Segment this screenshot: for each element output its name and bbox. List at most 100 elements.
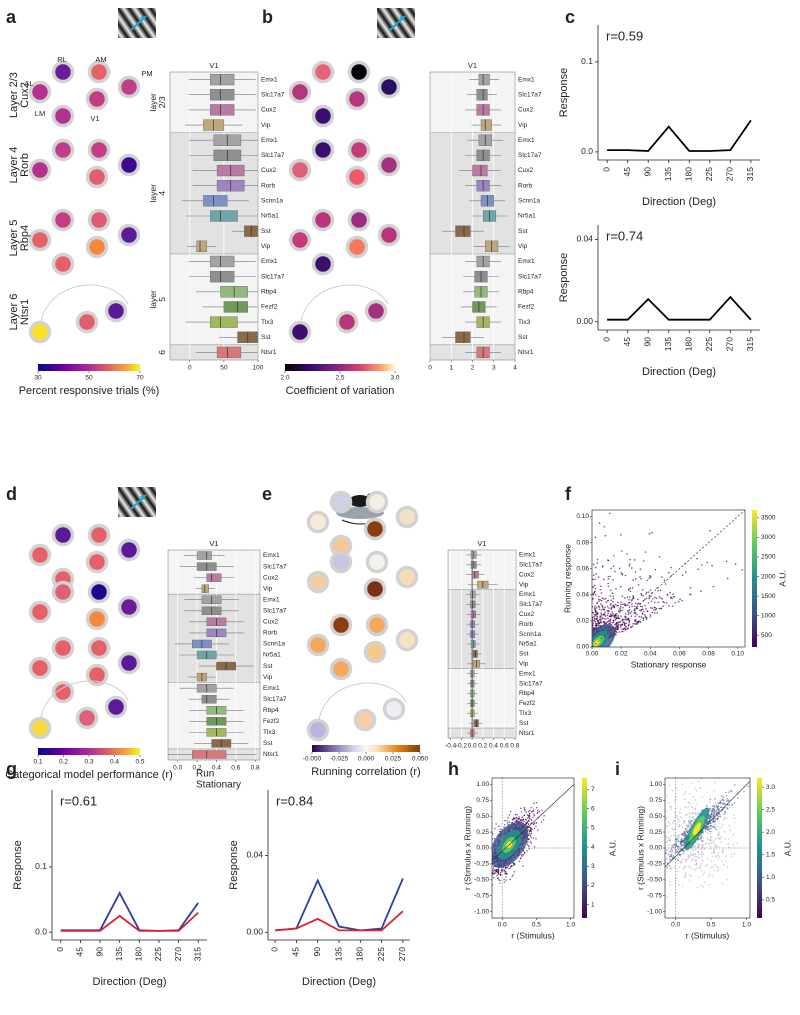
density-dot xyxy=(621,628,623,630)
density-dot xyxy=(683,850,685,852)
v1-outline-arc xyxy=(39,680,129,729)
density-dot xyxy=(696,557,698,560)
x-tick-label: 1 xyxy=(449,365,453,372)
area-circle xyxy=(363,517,387,541)
density-dot xyxy=(687,819,690,822)
area-circle xyxy=(347,60,371,84)
density-dot xyxy=(670,854,673,856)
area-circle xyxy=(311,60,335,84)
density-dot xyxy=(741,568,743,571)
density-dot xyxy=(679,598,681,601)
density-dot xyxy=(496,874,498,877)
group-band xyxy=(448,728,516,738)
area-circle xyxy=(345,165,369,189)
density-dot xyxy=(677,600,680,603)
series-line xyxy=(607,295,752,321)
density-dot xyxy=(640,577,642,580)
density-dot xyxy=(635,620,637,623)
density-dot xyxy=(694,845,696,847)
density-dot xyxy=(648,532,651,535)
density-dot xyxy=(678,850,681,852)
density-dot xyxy=(713,790,716,792)
row-label: Emx1 xyxy=(261,76,278,83)
density-dot xyxy=(672,822,674,825)
density-dot xyxy=(628,588,630,591)
density-dot xyxy=(525,819,527,821)
row-label: Sst xyxy=(263,663,273,670)
density-dot xyxy=(594,605,596,607)
density-dot xyxy=(605,601,608,603)
density-dot xyxy=(662,605,664,608)
density-dot xyxy=(628,601,631,604)
density-dot xyxy=(594,620,596,623)
density-dot xyxy=(655,607,658,610)
density-dot xyxy=(665,841,667,844)
row-label: Rbp4 xyxy=(263,707,279,714)
density-dot xyxy=(621,574,624,576)
density-dot xyxy=(710,812,713,815)
density-dot xyxy=(511,875,513,877)
density-dot xyxy=(734,784,736,786)
density-dot xyxy=(666,794,669,797)
x-tick-label: 0.6 xyxy=(231,765,240,772)
area-circle xyxy=(395,565,419,589)
x-tick-label: 0.2 xyxy=(478,743,487,750)
density-dot xyxy=(669,857,671,860)
density-dot xyxy=(595,573,598,575)
density-dot xyxy=(508,814,511,816)
density-dot xyxy=(626,604,629,606)
density-dot xyxy=(693,818,696,821)
area-circle xyxy=(87,523,111,547)
density-dot xyxy=(503,869,506,871)
area-circle xyxy=(311,208,335,232)
row-label: Rbp4 xyxy=(518,289,534,296)
density-dot xyxy=(490,861,491,862)
density-dot xyxy=(662,856,664,858)
area-circle xyxy=(28,228,52,252)
density-dot xyxy=(679,861,682,863)
density-dot xyxy=(648,577,650,580)
density-dot xyxy=(659,589,662,592)
density-dot xyxy=(609,615,612,618)
area-circle xyxy=(117,153,141,177)
density-dot xyxy=(683,831,686,833)
density-dot xyxy=(716,812,718,814)
density-dot xyxy=(646,610,649,613)
density-dot xyxy=(529,809,531,812)
density-dot xyxy=(594,614,597,616)
area-circle xyxy=(51,523,75,547)
row-label: Emx1 xyxy=(519,552,536,559)
box-title: V1 xyxy=(477,539,486,548)
density-dot xyxy=(712,820,715,822)
area-circle xyxy=(377,153,401,177)
density-dot xyxy=(708,875,710,878)
x-tick-label: 315 xyxy=(745,337,755,351)
density-dot xyxy=(725,817,728,819)
density-dot xyxy=(684,838,687,840)
density-dot xyxy=(689,818,692,821)
y-tick-label: 0.10 xyxy=(576,513,589,520)
row-label: Emx1 xyxy=(263,685,280,692)
colorbar-tick-label: 0.5 xyxy=(135,759,144,766)
density-dot xyxy=(509,867,512,869)
density-dot xyxy=(715,865,717,867)
row-label: Slc17a7 xyxy=(518,91,542,98)
x-tick-label: 0.10 xyxy=(731,651,744,658)
density-dot xyxy=(660,809,662,811)
density-dot xyxy=(535,825,537,828)
density-dot xyxy=(613,616,615,618)
density-dot xyxy=(717,831,720,834)
density-dot xyxy=(606,605,609,608)
density-dot xyxy=(677,838,679,840)
area-circle xyxy=(288,80,312,104)
y-tick-label: 0.0 xyxy=(35,926,47,936)
density-dot xyxy=(715,838,717,840)
density-dot xyxy=(666,593,669,596)
density-dot xyxy=(701,859,704,862)
density-dot xyxy=(645,618,648,620)
density-dot xyxy=(524,810,526,812)
density-dot xyxy=(682,826,684,829)
y-axis-label: r (Stimulus x Running) xyxy=(462,806,472,890)
density-dot xyxy=(656,810,658,812)
density-dot xyxy=(651,499,653,501)
